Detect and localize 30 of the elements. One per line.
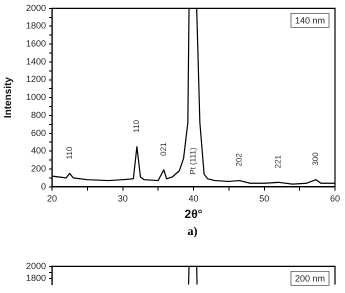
annotation: 300 [311,152,320,166]
y-tick-label: 2000 [26,260,46,271]
annotation: 221 [274,154,283,168]
y-tick-label: 2000 [26,2,46,13]
annotation: 110 [64,146,74,160]
annotation: 202 [234,152,244,167]
y-tick-label: 1600 [26,38,46,49]
y-tick-label: 1800 [26,20,46,31]
y-tick-label: 0 [40,181,46,192]
y-tick-label: 800 [30,110,46,120]
annotation: 200 nm [294,273,326,284]
x-tick-label: 40 [188,194,199,204]
annotation: 140 nm [294,15,326,26]
y-tick-label: 600 [30,128,46,138]
y-tick-label: 1400 [26,56,46,66]
y-tick-label: 200 [30,163,46,174]
annotation: Pt (111) [188,147,198,175]
y-tick-label: 1200 [26,74,46,84]
x-tick-label: 50 [259,194,270,204]
text: a) [186,224,198,239]
y-axis-title: Intensity [2,76,14,118]
y-tick-label: 1000 [26,92,46,102]
x-tick-label: 30 [118,194,128,204]
annotation: 110 [132,119,142,133]
x-tick-label: 60 [330,194,340,204]
x-axis-title: 2θ° [184,207,203,222]
x-tick-label: 20 [46,194,58,204]
y-tick-label: 1800 [26,273,46,284]
annotation: 021 [158,142,168,156]
y-tick-label: 400 [30,146,46,156]
